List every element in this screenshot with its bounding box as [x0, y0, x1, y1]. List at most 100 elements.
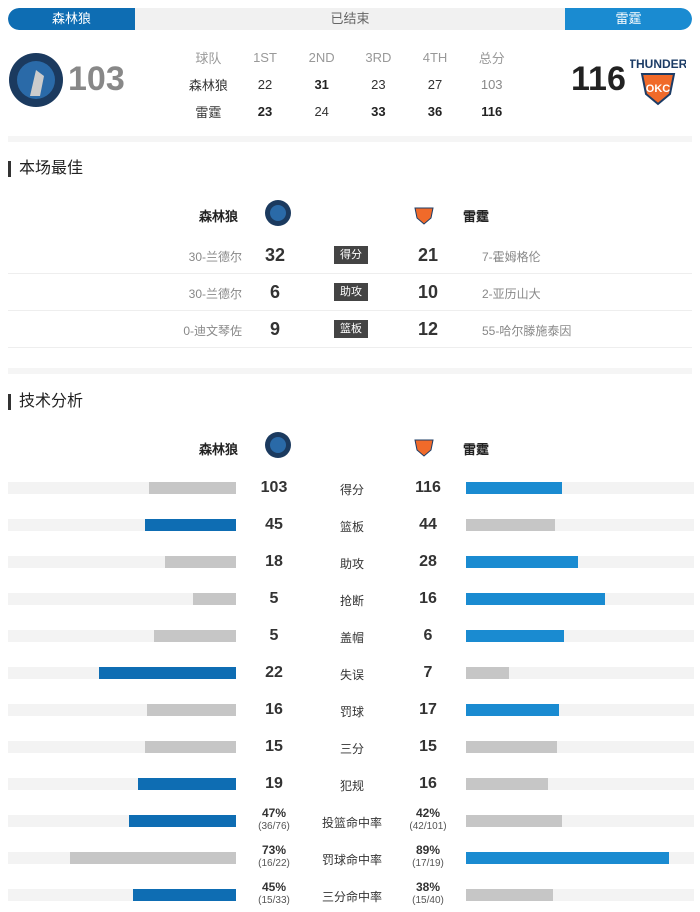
home-bar-track — [8, 815, 236, 827]
stat-label: 篮板 — [339, 520, 364, 534]
away-stat-value: 44 — [408, 516, 448, 534]
away-bar-fill — [466, 519, 555, 531]
away-stat-number: 89% — [415, 843, 441, 857]
stat-label: 盖帽 — [339, 631, 364, 645]
quarter-score: 27 — [427, 77, 443, 92]
home-stat-detail: (36/76) — [258, 821, 290, 832]
home-stat-number: 16 — [265, 701, 283, 718]
quarter-header: 4TH — [422, 50, 448, 65]
home-bar-track — [8, 667, 236, 679]
home-bar-fill — [149, 482, 236, 494]
thunder-logo-icon: THUNDER OKC — [630, 57, 686, 106]
quarter-score-table: 球队 1ST 2ND 3RD 4TH 总分 森林狼 22 31 23 27 103 雷霆 23 24 33 36… — [180, 44, 520, 125]
away-stat-number: 17 — [419, 701, 437, 718]
tech-away-team: 雷霆 — [463, 442, 490, 457]
best-away-team: 雷霆 — [463, 209, 490, 224]
stat-row: 47% (36/76) 投篮命中率 42% (42/101) — [8, 804, 694, 838]
stat-row: 18 助攻 28 — [8, 545, 694, 579]
home-bar-fill — [69, 852, 236, 864]
home-bar-fill — [99, 667, 236, 679]
home-stat-number: 15 — [265, 738, 283, 755]
svg-text:THUNDER: THUNDER — [630, 57, 686, 71]
away-score: 116 — [571, 60, 626, 98]
away-bar-track — [466, 519, 694, 531]
stat-label: 投篮命中率 — [321, 816, 382, 830]
home-stat-value: 15 — [254, 738, 294, 756]
team-name: 森林狼 — [188, 78, 228, 93]
stat-label: 篮板 — [334, 320, 368, 338]
divider — [8, 136, 692, 142]
stat-row: 16 罚球 17 — [8, 693, 694, 727]
quarter-score: 31 — [314, 77, 329, 92]
away-stat-value: 89% (17/19) — [408, 843, 448, 869]
home-bar-fill — [192, 593, 236, 605]
home-bar-track — [8, 778, 236, 790]
home-value: 9 — [269, 319, 280, 339]
quarter-score: 36 — [427, 104, 443, 119]
away-bar-track — [466, 593, 694, 605]
away-bar-fill — [466, 667, 510, 679]
stat-row: 22 失误 7 — [8, 656, 694, 690]
home-bar-track — [8, 556, 236, 568]
away-stat-value: 16 — [408, 775, 448, 793]
away-stat-number: 42% — [415, 806, 441, 820]
away-stat-value: 116 — [408, 479, 448, 497]
home-bar-fill — [165, 556, 236, 568]
home-bar-track — [8, 889, 236, 901]
game-status: 已结束 — [330, 11, 370, 26]
home-stat-value: 18 — [254, 553, 294, 571]
quarter-row: 雷霆 23 24 33 36 116 — [180, 98, 520, 125]
stat-label: 罚球 — [339, 705, 364, 719]
away-stat-number: 38% — [415, 880, 441, 894]
home-bar-track — [8, 852, 236, 864]
home-bar-fill — [144, 741, 236, 753]
stat-label: 助攻 — [334, 283, 368, 301]
stat-row: 5 盖帽 6 — [8, 619, 694, 653]
best-player-row: 30-兰德尔 32 得分 21 7-霍姆格伦 — [8, 237, 692, 274]
home-bar-fill — [137, 778, 236, 790]
away-team-tab[interactable]: 雷霆 — [565, 8, 692, 30]
away-bar-fill — [466, 889, 553, 901]
away-stat-value: 7 — [408, 664, 448, 682]
stat-row: 5 抢断 16 — [8, 582, 694, 616]
away-stat-number: 28 — [419, 553, 437, 570]
quarter-header: 1ST — [253, 50, 277, 65]
away-stat-value: 42% (42/101) — [408, 806, 448, 832]
home-bar-fill — [147, 704, 236, 716]
home-stat-value: 103 — [254, 479, 294, 497]
tech-home-team: 森林狼 — [198, 442, 238, 457]
home-value: 6 — [269, 282, 280, 302]
away-bar-track — [466, 778, 694, 790]
quarter-header: 3RD — [365, 50, 392, 65]
thunder-logo-icon — [414, 207, 434, 225]
section-title-best: 本场最佳 — [8, 161, 83, 177]
stat-row: 103 得分 116 — [8, 471, 694, 505]
home-bar-track — [8, 482, 236, 494]
home-stat-number: 19 — [265, 775, 283, 792]
away-stat-number: 7 — [423, 664, 433, 681]
away-stat-value: 28 — [408, 553, 448, 571]
home-team-tab[interactable]: 森林狼 — [8, 8, 135, 30]
home-stat-value: 5 — [254, 590, 294, 608]
home-stat-number: 5 — [269, 627, 279, 644]
away-stat-value: 38% (15/40) — [408, 880, 448, 906]
home-stat-value: 73% (16/22) — [254, 843, 294, 869]
away-player: 55-哈尔滕施泰因 — [482, 324, 572, 338]
away-stat-detail: (17/19) — [412, 858, 444, 869]
away-stat-value: 17 — [408, 701, 448, 719]
home-bar-fill — [153, 630, 236, 642]
stat-label: 三分 — [339, 742, 364, 756]
away-bar-track — [466, 630, 694, 642]
stat-label: 得分 — [339, 483, 364, 497]
away-bar-track — [466, 482, 694, 494]
stat-label: 得分 — [334, 246, 368, 264]
away-stat-number: 16 — [419, 775, 437, 792]
away-bar-track — [466, 852, 694, 864]
best-player-row: 0-迪文琴佐 9 篮板 12 55-哈尔滕施泰因 — [8, 311, 692, 348]
quarter-score: 23 — [257, 104, 273, 119]
stat-label: 罚球命中率 — [321, 853, 382, 867]
quarter-header: 2ND — [308, 50, 335, 65]
away-stat-value: 6 — [408, 627, 448, 645]
home-stat-number: 45% — [261, 880, 287, 894]
stat-row: 45% (15/33) 三分命中率 38% (15/40) — [8, 878, 694, 912]
